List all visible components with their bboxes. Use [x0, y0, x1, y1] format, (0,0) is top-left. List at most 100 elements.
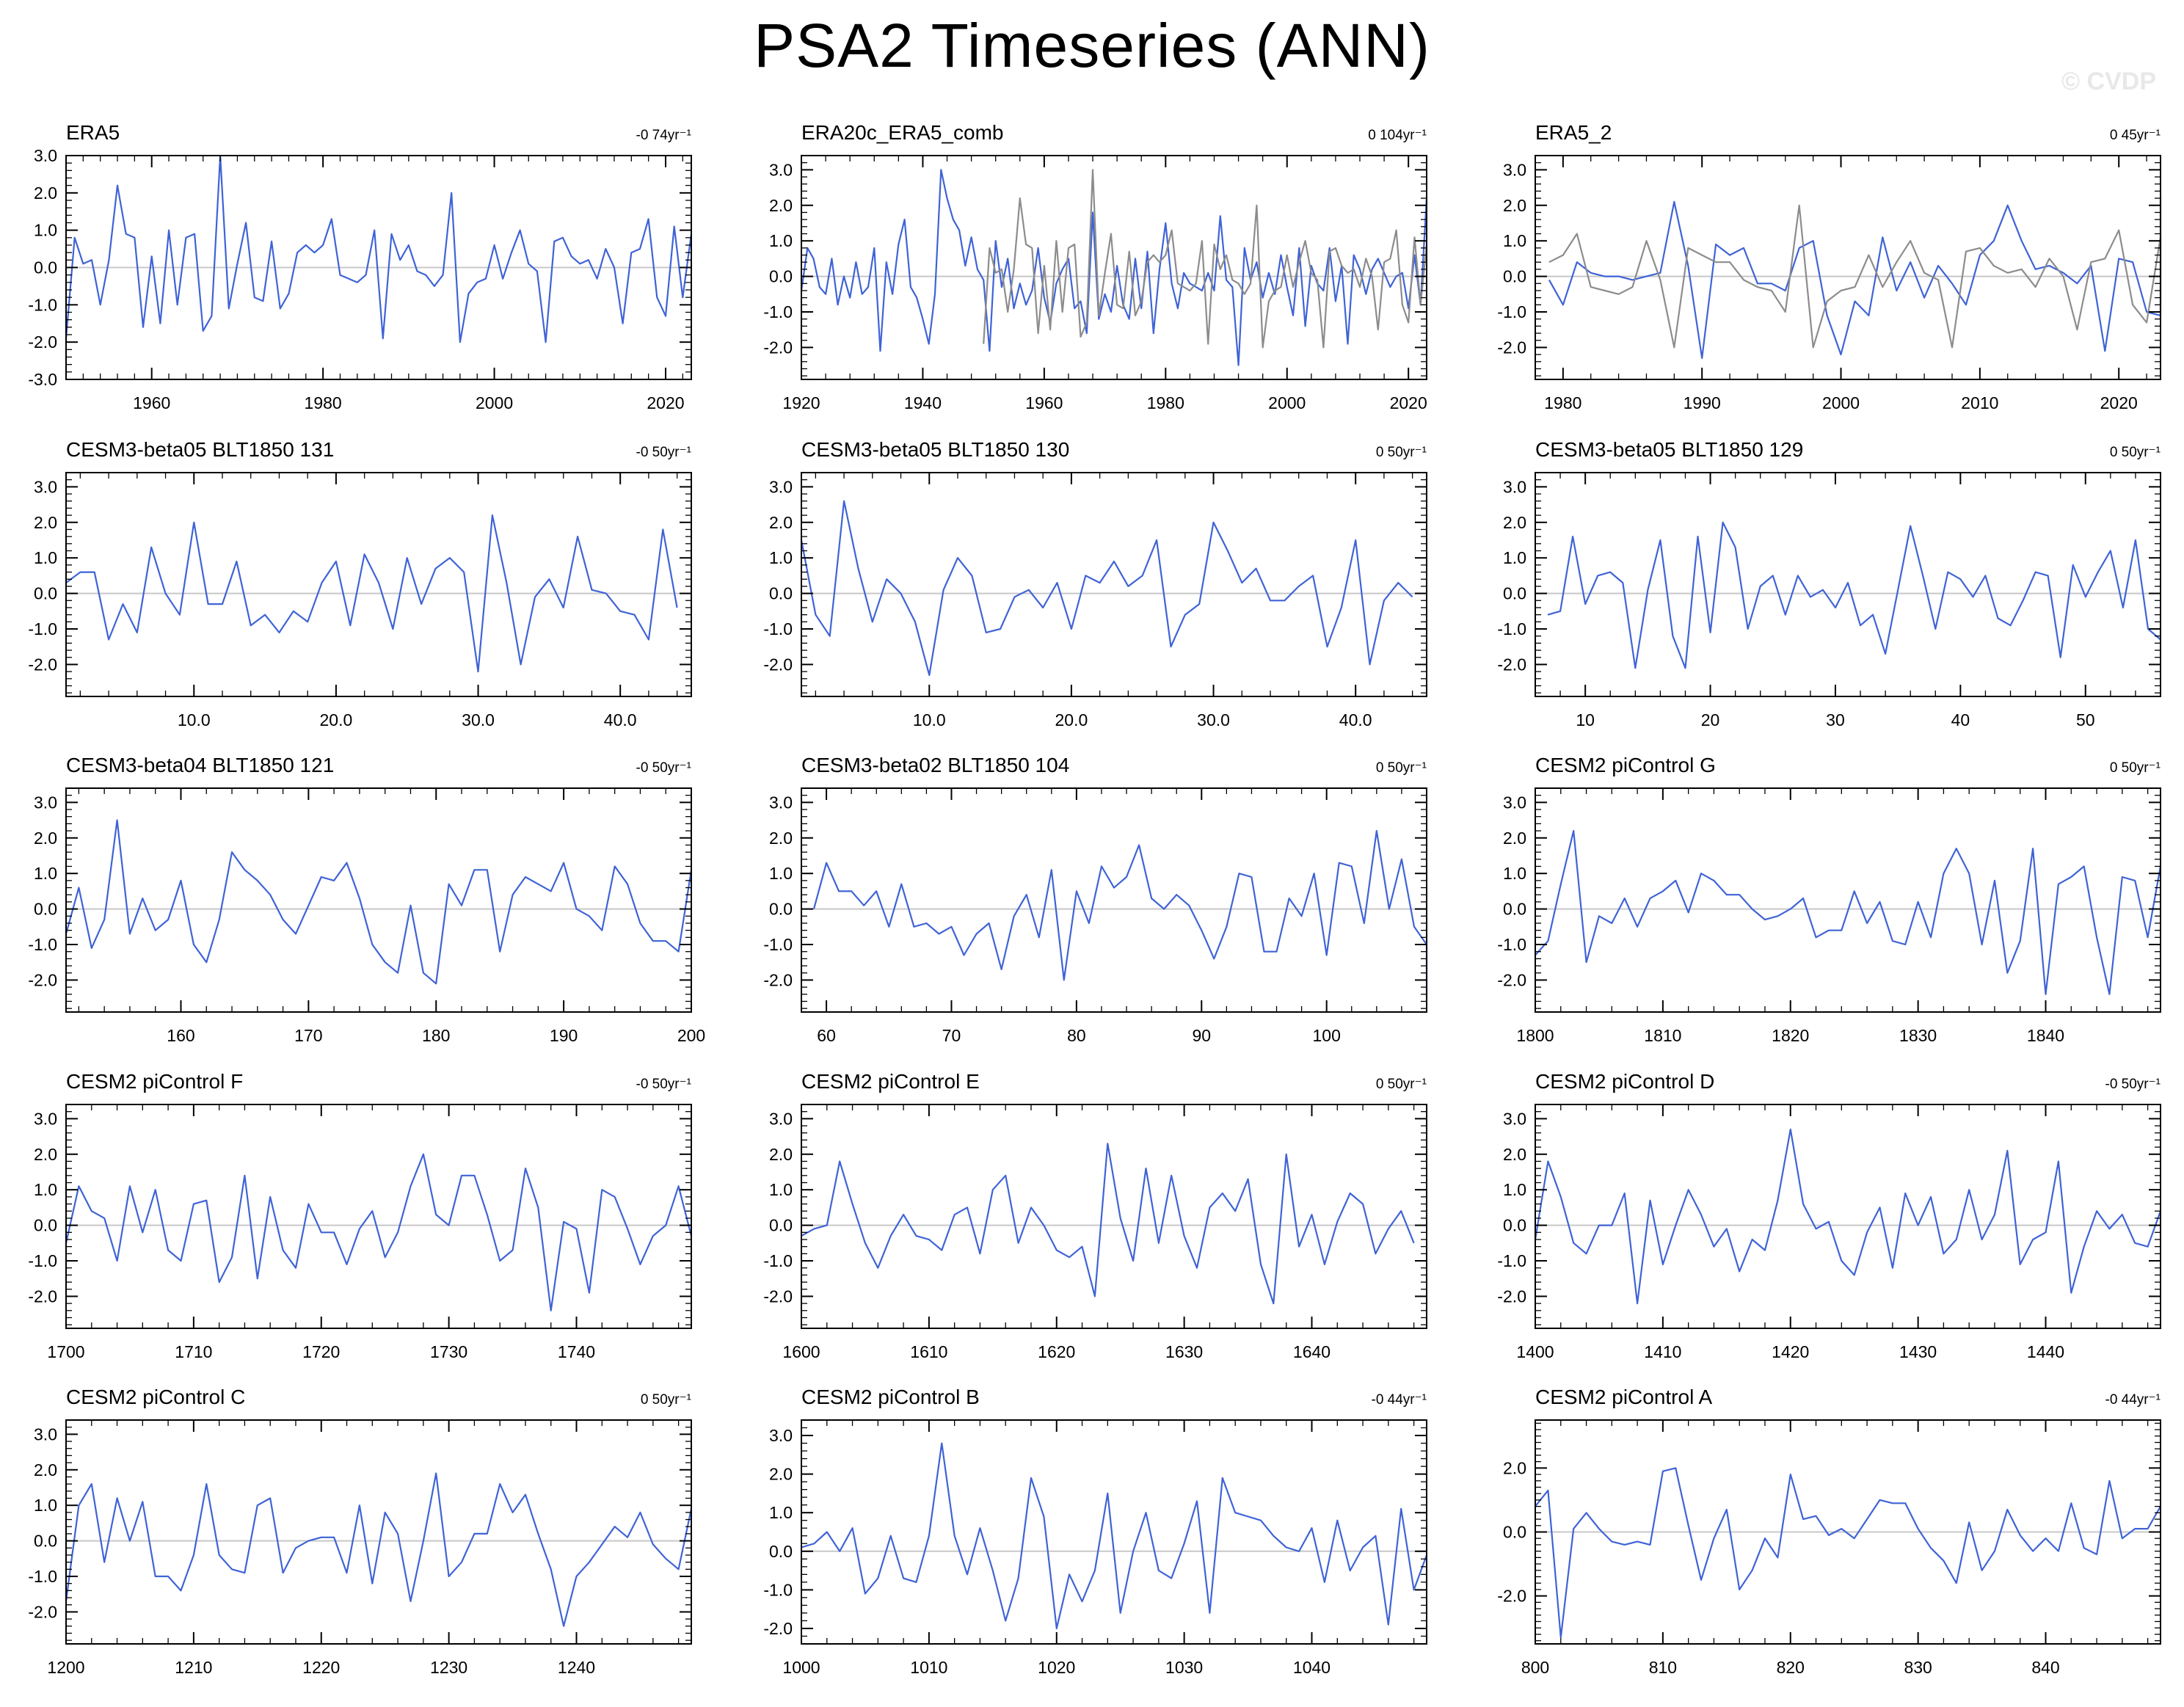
panel-cesm2-picontrol-a: CESM2 piControl A -0 44yr⁻¹ -2.0 0.0 2.0 800 8… — [1497, 1386, 2161, 1677]
series-line-primary — [1547, 521, 2161, 669]
y-tick-label: 0.0 — [769, 1542, 793, 1561]
plot-frame — [801, 787, 1427, 1013]
plot-frame — [1535, 787, 2161, 1013]
y-tick-label: 3.0 — [1503, 1109, 1526, 1128]
trend-label: 0 50yr⁻¹ — [2110, 760, 2161, 776]
y-tick-label: 2.0 — [769, 196, 793, 215]
x-tick-label: 1980 — [1544, 393, 1581, 412]
y-tick-label: 3.0 — [769, 1109, 793, 1128]
x-tick-label: 40.0 — [604, 710, 637, 729]
panel-title: CESM3-beta05 BLT1850 130 — [801, 438, 1069, 461]
y-tick-label: 0.0 — [34, 258, 57, 277]
plot-frame — [65, 787, 692, 1013]
x-tick-label: 1840 — [2027, 1026, 2064, 1045]
x-tick-label: 1630 — [1165, 1342, 1203, 1361]
y-tick-label: 1.0 — [769, 1180, 793, 1199]
y-tick-label: 0.0 — [34, 900, 57, 919]
x-tick-label: 20.0 — [1055, 710, 1088, 729]
x-tick-label: 1620 — [1038, 1342, 1075, 1361]
x-tick-label: 1040 — [1293, 1658, 1331, 1677]
y-tick-label: 1.0 — [1503, 864, 1526, 883]
y-tick-label: 3.0 — [769, 477, 793, 496]
x-tick-label: 170 — [294, 1026, 322, 1045]
x-tick-label: 20 — [1701, 710, 1720, 729]
watermark: © CVDP — [2061, 68, 2156, 95]
panel-title: ERA5_2 — [1535, 121, 1612, 144]
y-tick-label: 2.0 — [34, 1460, 57, 1479]
y-tick-label: 1.0 — [769, 548, 793, 567]
y-tick-label: 0.0 — [769, 584, 793, 603]
x-tick-label: 1830 — [1899, 1026, 1937, 1045]
y-tick-label: -1.0 — [28, 1567, 57, 1586]
trend-label: -0 44yr⁻¹ — [2105, 1392, 2161, 1408]
y-tick-label: -1.0 — [763, 1251, 793, 1270]
plot-frame — [1535, 155, 2161, 380]
x-tick-label: 1440 — [2027, 1342, 2064, 1361]
y-tick-label: -1.0 — [28, 1251, 57, 1270]
x-tick-label: 2020 — [647, 393, 684, 412]
trend-label: 0 104yr⁻¹ — [1368, 128, 1427, 143]
x-tick-label: 30 — [1826, 710, 1845, 729]
trend-label: 0 45yr⁻¹ — [2110, 128, 2161, 143]
x-tick-label: 60 — [817, 1026, 836, 1045]
y-tick-label: -2.0 — [1497, 338, 1526, 357]
y-tick-label: -2.0 — [763, 655, 793, 674]
panel-title: CESM3-beta05 BLT1850 131 — [66, 438, 334, 461]
y-tick-label: -1.0 — [28, 295, 57, 314]
x-tick-label: 160 — [167, 1026, 194, 1045]
y-tick-label: 1.0 — [34, 221, 57, 240]
x-tick-label: 1710 — [175, 1342, 212, 1361]
y-tick-label: 0.0 — [1503, 1216, 1526, 1235]
x-tick-label: 1210 — [175, 1658, 212, 1677]
panel-title: CESM2 piControl A — [1535, 1386, 1713, 1408]
trend-label: 0 50yr⁻¹ — [1376, 1077, 1427, 1092]
x-tick-label: 30.0 — [462, 710, 495, 729]
series-line-primary — [801, 1143, 1415, 1305]
panel-cesm2-picontrol-b: CESM2 piControl B -0 44yr⁻¹ -2.0 -1.0 0.0 1.0… — [763, 1386, 1428, 1677]
panel-era5-2: ERA5_2 0 45yr⁻¹ -2.0 -1.0 0.0 1.0 2.0 3.0 1980 19… — [1497, 121, 2162, 412]
panel-title: ERA5 — [66, 121, 120, 144]
x-tick-label: 1020 — [1038, 1658, 1075, 1677]
series-line-primary — [65, 819, 693, 985]
x-tick-label: 1990 — [1684, 393, 1721, 412]
x-tick-label: 1030 — [1165, 1658, 1203, 1677]
x-tick-label: 2010 — [1961, 393, 1998, 412]
trend-label: -0 50yr⁻¹ — [636, 760, 692, 776]
x-tick-label: 1960 — [1025, 393, 1063, 412]
panel-cesm3-beta02-blt1850-104: CESM3-beta02 BLT1850 104 0 50yr⁻¹ -2.0 -1.0… — [763, 754, 1428, 1045]
x-tick-label: 1980 — [1147, 393, 1184, 412]
plot-frame — [65, 1419, 692, 1645]
plot-frame — [801, 472, 1427, 697]
y-tick-label: 2.0 — [1503, 1145, 1526, 1164]
plot-frame — [801, 1104, 1427, 1329]
series-line-primary — [1548, 198, 2162, 360]
panel-title: CESM2 piControl D — [1535, 1070, 1714, 1093]
x-tick-label: 1610 — [910, 1342, 947, 1361]
panel-title: CESM2 piControl C — [66, 1386, 245, 1408]
x-tick-label: 70 — [942, 1026, 961, 1045]
y-tick-label: 2.0 — [34, 1145, 57, 1164]
plot-frame — [1535, 1104, 2161, 1329]
y-tick-label: -2.0 — [1497, 1286, 1526, 1306]
y-tick-label: 0.0 — [34, 1532, 57, 1551]
x-tick-label: 2000 — [1268, 393, 1306, 412]
panel-era20c-era5-comb: ERA20c_ERA5_comb 0 104yr⁻¹ -2.0 -1.0 0.0 1.0 2… — [763, 121, 1428, 412]
y-tick-label: -1.0 — [763, 619, 793, 638]
series-line-primary — [801, 1442, 1428, 1630]
y-tick-label: -1.0 — [28, 619, 57, 638]
x-tick-label: 1420 — [1772, 1342, 1809, 1361]
x-tick-label: 2020 — [2100, 393, 2138, 412]
plot-frame — [801, 155, 1427, 380]
y-tick-label: -1.0 — [1497, 619, 1526, 638]
panel-cesm2-picontrol-f: CESM2 piControl F -0 50yr⁻¹ -2.0 -1.0 0.0 1.0… — [28, 1070, 693, 1361]
panel-cesm2-picontrol-d: CESM2 piControl D -0 50yr⁻¹ -2.0 -1.0 0.0 1.0… — [1497, 1070, 2162, 1361]
y-tick-label: 0.0 — [1503, 1523, 1526, 1542]
trend-label: -0 44yr⁻¹ — [1372, 1392, 1427, 1408]
y-tick-label: 2.0 — [34, 183, 57, 203]
x-tick-label: 1960 — [133, 393, 170, 412]
x-tick-label: 10.0 — [178, 710, 211, 729]
series-line-primary — [800, 169, 1428, 366]
x-tick-label: 10.0 — [913, 710, 946, 729]
y-tick-label: 3.0 — [34, 146, 57, 165]
y-tick-label: 1.0 — [34, 1496, 57, 1515]
